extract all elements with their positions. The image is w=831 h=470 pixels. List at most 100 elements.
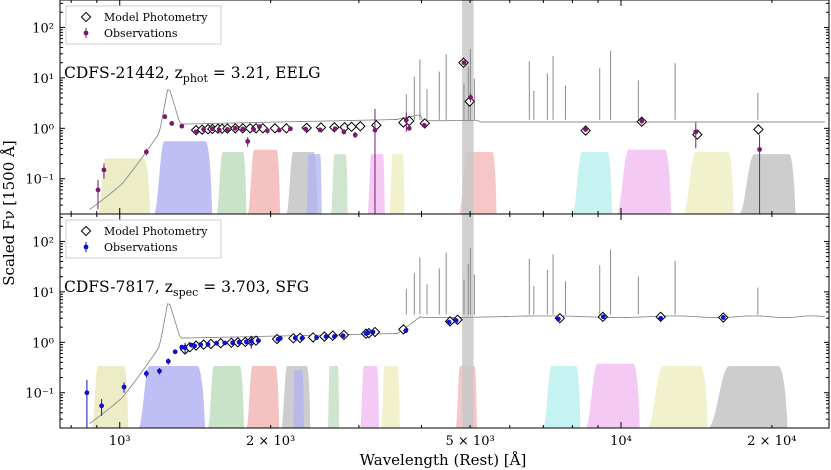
observation-point: [232, 125, 238, 131]
observation-point: [209, 126, 215, 132]
observation-point: [255, 338, 261, 344]
legend-dot-icon: [83, 244, 89, 250]
observation-point: [317, 127, 323, 133]
x-tick-label: 2 × 10³: [246, 434, 295, 449]
observation-point: [214, 340, 219, 346]
filter-curve: [739, 154, 796, 214]
legend-model-label: Model Photometry: [104, 225, 208, 238]
observation-point: [693, 129, 699, 135]
observation-point: [236, 339, 242, 345]
observation-point: [193, 129, 199, 135]
legend-box: [65, 5, 222, 45]
observation-point: [245, 139, 251, 144]
filter-curve: [543, 365, 581, 428]
observation-point: [277, 335, 283, 341]
filter-curve: [138, 365, 206, 428]
observation-point: [248, 338, 254, 344]
filter-curve: [389, 154, 405, 214]
observation-point: [303, 126, 309, 132]
observation-point: [352, 132, 358, 138]
model-photometry-point: [753, 124, 764, 135]
observation-point: [99, 403, 104, 409]
observation-point: [453, 318, 459, 323]
filter-curve: [367, 154, 385, 214]
filter-curve: [247, 149, 281, 214]
observation-point: [240, 126, 246, 132]
observation-point: [600, 314, 606, 320]
filter-curve: [98, 158, 151, 214]
y-tick-label: 10⁻¹: [25, 173, 54, 188]
observation-point: [276, 127, 282, 133]
observation-point: [314, 335, 319, 340]
observation-point: [244, 339, 249, 345]
observation-point: [179, 123, 185, 129]
observation-point: [143, 371, 149, 376]
observation-point: [555, 316, 561, 322]
filter-curve: [647, 365, 708, 428]
y-tick-label: 10¹: [32, 286, 54, 301]
observation-point: [225, 127, 230, 132]
observation-point: [165, 358, 171, 364]
x-tick-label: 5 × 10³: [446, 434, 495, 449]
observation-point: [216, 127, 222, 133]
observation-point: [84, 390, 90, 396]
model-photometry-point: [346, 121, 357, 133]
filter-curve: [208, 365, 245, 428]
y-tick-label: 10⁰: [32, 336, 54, 351]
legend: Model Photometry Observations: [65, 219, 222, 259]
observation-point: [332, 126, 338, 132]
observation-point: [172, 349, 178, 355]
observation-point: [720, 315, 726, 320]
observation-point: [264, 128, 270, 134]
observation-point: [421, 122, 427, 128]
observation-point: [583, 127, 589, 132]
filter-curve: [585, 363, 640, 428]
filter-curve: [293, 370, 304, 428]
observation-point: [143, 149, 149, 155]
legend: Model Photometry Observations: [65, 5, 222, 45]
filter-curve: [572, 151, 613, 214]
observation-point: [192, 343, 197, 349]
model-photometry-point: [269, 123, 281, 134]
x-tick-label: 2 × 10⁴: [747, 434, 796, 449]
panel-title: CDFS-7817, zspec = 3.703, SFG: [64, 278, 309, 299]
model-photometry-point: [355, 120, 366, 132]
filter-curve: [216, 151, 247, 214]
legend-dot-icon: [83, 30, 89, 36]
filter-curve: [91, 365, 129, 428]
y-tick-label: 10²: [32, 235, 54, 250]
legend-model-label: Model Photometry: [104, 11, 208, 24]
y-axis-label: Scaled Fν [1500 Å]: [0, 140, 18, 285]
filter-curve: [153, 141, 213, 214]
filter-curve: [306, 154, 322, 214]
legend-diamond-icon: [80, 225, 92, 237]
legend-observation-label: Observations: [104, 27, 178, 40]
observation-point: [169, 121, 175, 126]
observation-point: [157, 368, 162, 374]
observation-point: [95, 187, 101, 193]
model-photometry-point: [398, 324, 409, 335]
observation-point: [121, 384, 127, 390]
y-tick-label: 10⁰: [32, 122, 54, 137]
x-axis-label: Wavelength (Rest) [Å]: [360, 451, 527, 469]
legend-observation-label: Observations: [104, 241, 178, 254]
observation-point: [757, 147, 762, 152]
observation-point: [403, 328, 409, 334]
observation-point: [365, 330, 371, 336]
observation-point: [341, 129, 347, 135]
y-tick-label: 10⁻¹: [25, 387, 54, 402]
observation-point: [222, 340, 228, 346]
panel-title: CDFS-21442, zphot = 3.21, EELG: [64, 64, 320, 85]
filter-curve: [707, 365, 788, 428]
observation-point: [372, 127, 378, 133]
panel-cdfs-7817: 10⁻¹ 10⁰ 10¹ 10² Model Photometry Observation…: [25, 213, 830, 429]
observation-point: [468, 95, 473, 100]
filter-curve: [327, 365, 340, 428]
observation-point: [370, 329, 376, 335]
observation-point: [101, 167, 107, 173]
panel-cdfs-21442: 10⁻¹ 10⁰ 10¹ 10² Model Photometry Observation…: [25, 0, 830, 215]
observation-point: [287, 126, 293, 132]
observation-point: [461, 60, 467, 66]
observation-point: [257, 124, 262, 130]
filter-curve: [380, 365, 400, 428]
